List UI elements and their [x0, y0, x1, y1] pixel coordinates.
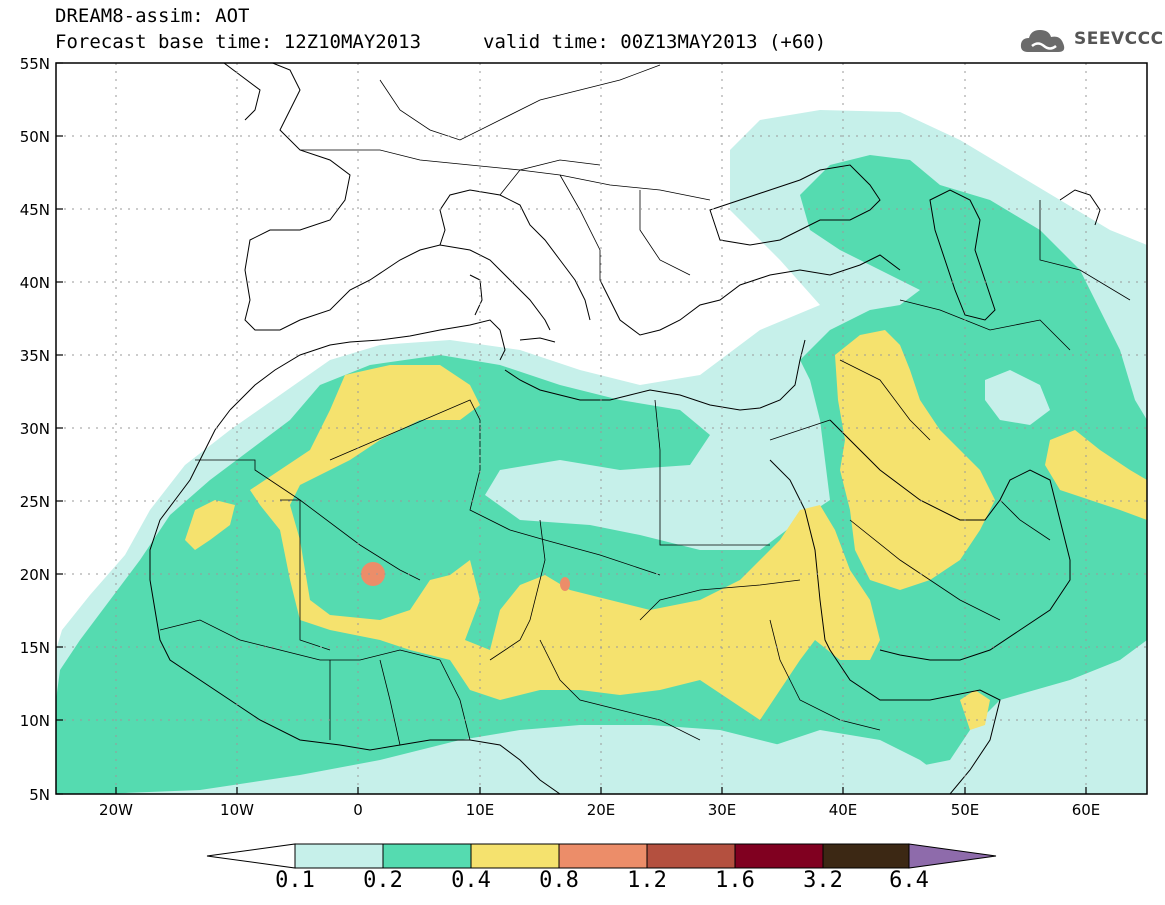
colorbar-label: 1.6 [715, 868, 755, 893]
aot-patch-0.1-south [760, 730, 960, 794]
aot-band-0.8-west [361, 562, 385, 586]
valid-time: valid time: 00Z13MAY2013 (+60) [483, 31, 827, 53]
colorbar-high-arrow [908, 843, 997, 869]
lon-label: 40E [829, 801, 858, 819]
colorbar-label: 0.4 [451, 868, 491, 893]
lon-label: 50E [951, 801, 980, 819]
colorbar-low-arrow [206, 843, 296, 869]
lon-label: 20E [587, 801, 616, 819]
colorbar-swatch [470, 843, 560, 869]
borders [159, 64, 1131, 746]
aot-band-0.4-gulf [1045, 430, 1147, 520]
lat-label: 20N [20, 566, 50, 584]
map-title: DREAM8-assim: AOT [55, 5, 250, 27]
aot-band-0.8-east [560, 577, 570, 591]
lon-label: 20W [99, 801, 133, 819]
aot-band-0.4-somalia [960, 690, 990, 730]
colorbar-swatch [822, 843, 910, 869]
lat-label: 10N [20, 712, 50, 730]
seevccc-logo: SEEVCCC [1018, 26, 1163, 56]
colorbar-swatch [734, 843, 824, 869]
colorbar-swatch [382, 843, 472, 869]
colorbar-label: 0.2 [363, 868, 403, 893]
lat-label: 30N [20, 420, 50, 438]
aot-band-0.4-arabia [835, 330, 995, 590]
latitude-labels: 55N 50N 45N 40N 35N 30N 25N 20N 15N 10N … [20, 55, 50, 804]
coastlines [149, 63, 1101, 794]
colorbar-swatch [646, 843, 736, 869]
lat-label: 35N [20, 347, 50, 365]
colorbar [206, 843, 997, 869]
lon-label: 30E [708, 801, 737, 819]
colorbar-label: 0.8 [539, 868, 579, 893]
lat-label: 45N [20, 201, 50, 219]
colorbar-label: 1.2 [627, 868, 667, 893]
forecast-base-time: Forecast base time: 12Z10MAY2013 [55, 31, 422, 53]
lon-label: 60E [1072, 801, 1101, 819]
colorbar-swatch [558, 843, 648, 869]
colorbar-label: 0.1 [275, 868, 315, 893]
graticule [56, 63, 1147, 794]
lat-label: 5N [29, 786, 50, 804]
axis-ticks [56, 62, 1087, 795]
lat-label: 15N [20, 639, 50, 657]
lat-label: 55N [20, 55, 50, 73]
lon-label: 0 [353, 801, 363, 819]
logo-text: SEEVCCC [1074, 29, 1164, 49]
longitude-labels: 20W 10W 0 10E 20E 30E 40E 50E 60E [99, 801, 1100, 819]
lon-label: 10W [220, 801, 254, 819]
lat-label: 25N [20, 493, 50, 511]
colorbar-swatch [294, 843, 384, 869]
cloud-icon [1020, 30, 1065, 52]
lon-label: 10E [466, 801, 495, 819]
colorbar-label: 3.2 [803, 868, 843, 893]
aot-band-0.4-mauritania [185, 500, 235, 550]
colorbar-label: 6.4 [889, 868, 929, 893]
lat-label: 40N [20, 274, 50, 292]
lat-label: 50N [20, 128, 50, 146]
aot-patch-0.1-caspian [985, 370, 1050, 425]
